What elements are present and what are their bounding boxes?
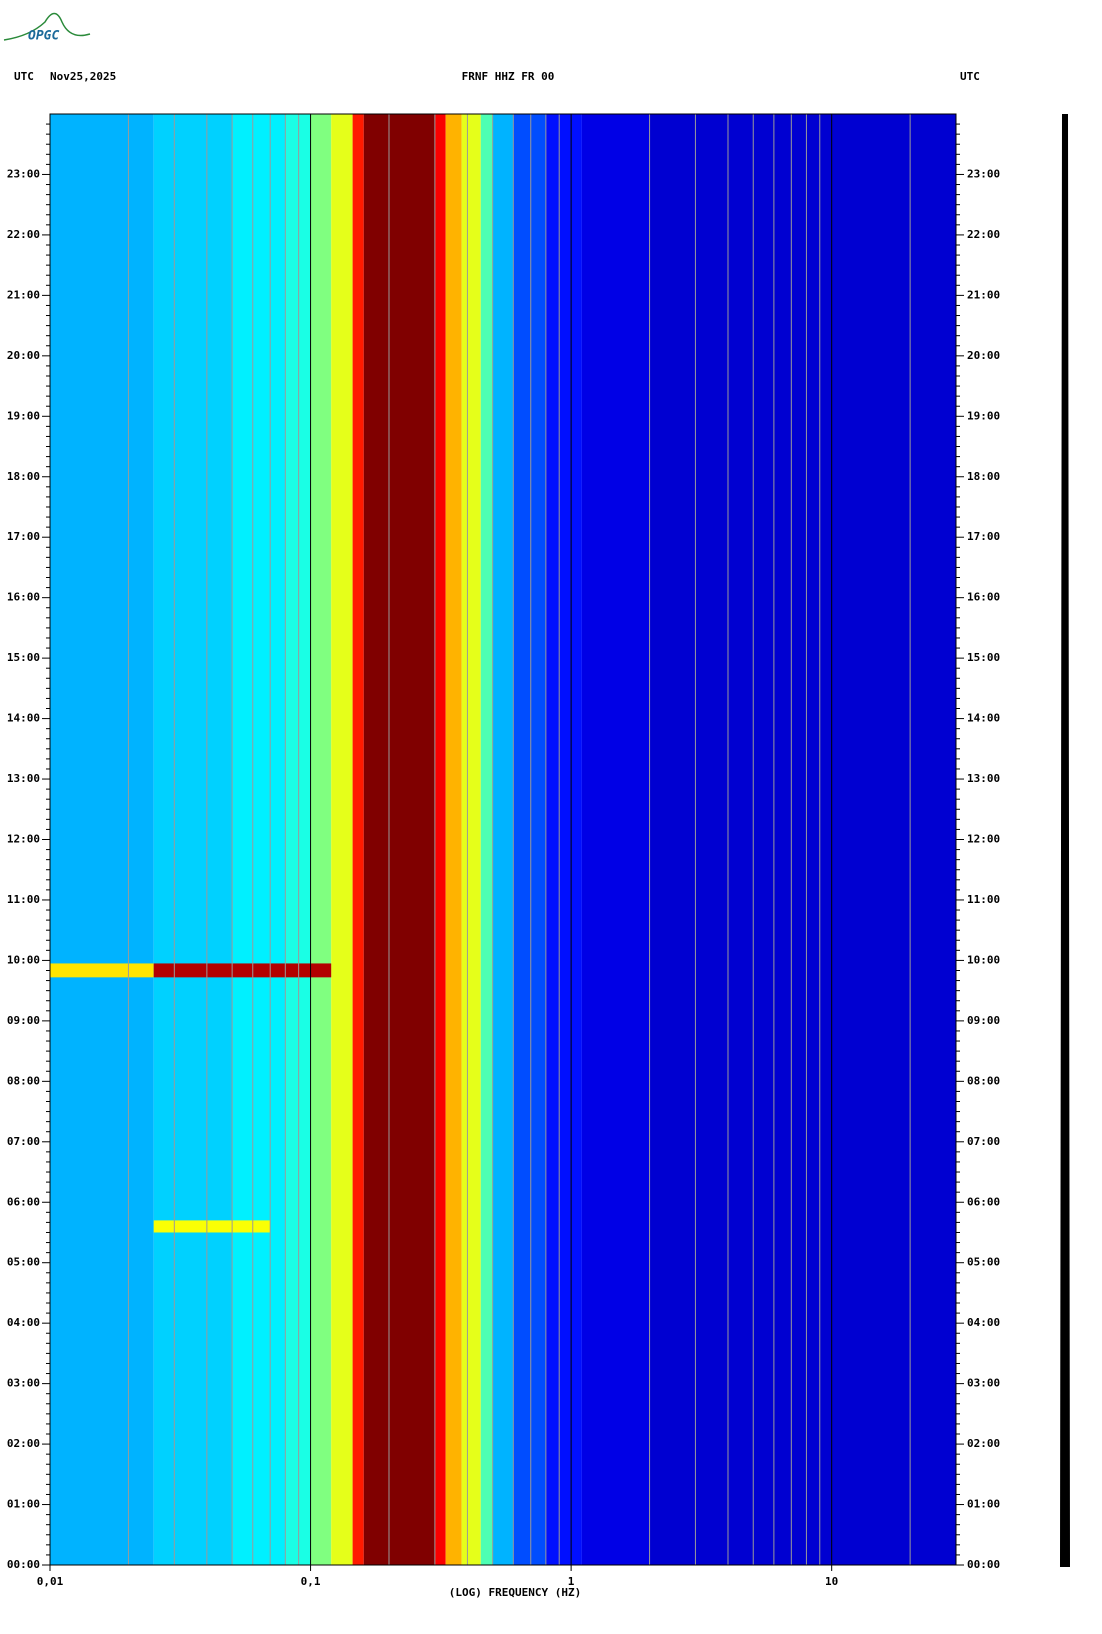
spectrum-band [649,114,956,1565]
time-zone: UTC [14,70,34,83]
y-tick-label: 13:00 [7,772,40,785]
spectrum-band [513,114,546,1565]
y-tick-label: 17:00 [7,530,40,543]
y-tick-label: 04:00 [7,1316,40,1329]
x-axis-label: (LOG) FREQUENCY (HZ) [449,1586,581,1599]
date: Nov25,2025 [50,70,116,83]
y-tick-label-right: 02:00 [967,1437,1000,1450]
y-tick-label: 18:00 [7,470,40,483]
chart-title: FRNF HHZ FR 00 [462,70,555,83]
y-tick-label-right: 04:00 [967,1316,1000,1329]
y-tick-label: 05:00 [7,1256,40,1269]
y-tick-label: 20:00 [7,349,40,362]
y-tick-label-right: 11:00 [967,893,1000,906]
y-tick-label-right: 00:00 [967,1558,1000,1571]
spectrum-band [232,114,286,1565]
time-zone-right: UTC [960,70,980,83]
event-band [153,1220,271,1233]
plot-frame [49,113,957,1566]
y-tick-label-right: 18:00 [967,470,1000,483]
spectrum-band [331,114,353,1565]
spectrum-band [545,114,582,1565]
y-tick-label: 00:00 [7,1558,40,1571]
y-tick-label: 15:00 [7,651,40,664]
y-tick-label-right: 08:00 [967,1074,1000,1087]
spectrum-band [581,114,650,1565]
y-tick-label-right: 15:00 [967,651,1000,664]
x-tick-label: 0,01 [37,1575,64,1588]
spectrum-band [480,114,493,1565]
y-tick-label-right: 07:00 [967,1135,1000,1148]
y-tick-label-right: 12:00 [967,833,1000,846]
y-tick-label-right: 03:00 [967,1377,1000,1390]
y-tick-label-right: 21:00 [967,288,1000,301]
y-tick-label-right: 20:00 [967,349,1000,362]
x-tick-label: 10 [825,1575,838,1588]
y-tick-label: 10:00 [7,953,40,966]
y-tick-label: 09:00 [7,1014,40,1027]
y-tick-label: 19:00 [7,409,40,422]
logo: OPGC [28,29,59,44]
y-tick-label-right: 17:00 [967,530,1000,543]
y-tick-label: 07:00 [7,1135,40,1148]
y-tick-label: 23:00 [7,167,40,180]
y-tick-label-right: 19:00 [967,409,1000,422]
y-tick-label: 01:00 [7,1498,40,1511]
event-band [50,963,154,978]
y-tick-label: 22:00 [7,228,40,241]
y-tick-label-right: 16:00 [967,591,1000,604]
y-tick-label-right: 22:00 [967,228,1000,241]
y-tick-label-right: 13:00 [967,772,1000,785]
spectrum-band [310,114,332,1565]
y-tick-label: 02:00 [7,1437,40,1450]
event-band [153,963,332,978]
y-tick-label: 03:00 [7,1377,40,1390]
spectrum-band [153,114,233,1565]
spectrum-band [461,114,481,1565]
spectrum-band [492,114,514,1565]
y-tick-label: 12:00 [7,833,40,846]
y-tick-label-right: 05:00 [967,1256,1000,1269]
y-tick-label-right: 14:00 [967,712,1000,725]
y-tick-label: 11:00 [7,893,40,906]
y-tick-label-right: 10:00 [967,953,1000,966]
x-tick-label: 1 [568,1575,575,1588]
plot [49,114,957,1565]
spectrum-band [352,114,364,1565]
y-tick-label-right: 09:00 [967,1014,1000,1027]
y-tick-label-right: 06:00 [967,1195,1000,1208]
x-tick-label: 0,1 [301,1575,321,1588]
spectrum-band [445,114,462,1565]
y-tick-label-right: 23:00 [967,167,1000,180]
y-tick-label: 21:00 [7,288,40,301]
spectrum-band [285,114,311,1565]
y-tick-label-right: 01:00 [967,1498,1000,1511]
logo-curve [3,12,91,41]
y-tick-label: 08:00 [7,1074,40,1087]
spectrum-band [50,114,154,1565]
spectrum-band [434,114,446,1565]
y-tick-label: 14:00 [7,712,40,725]
y-tick-label: 16:00 [7,591,40,604]
trace-strip [1059,114,1071,1567]
y-tick-label: 06:00 [7,1195,40,1208]
spectrum-band [363,114,435,1565]
